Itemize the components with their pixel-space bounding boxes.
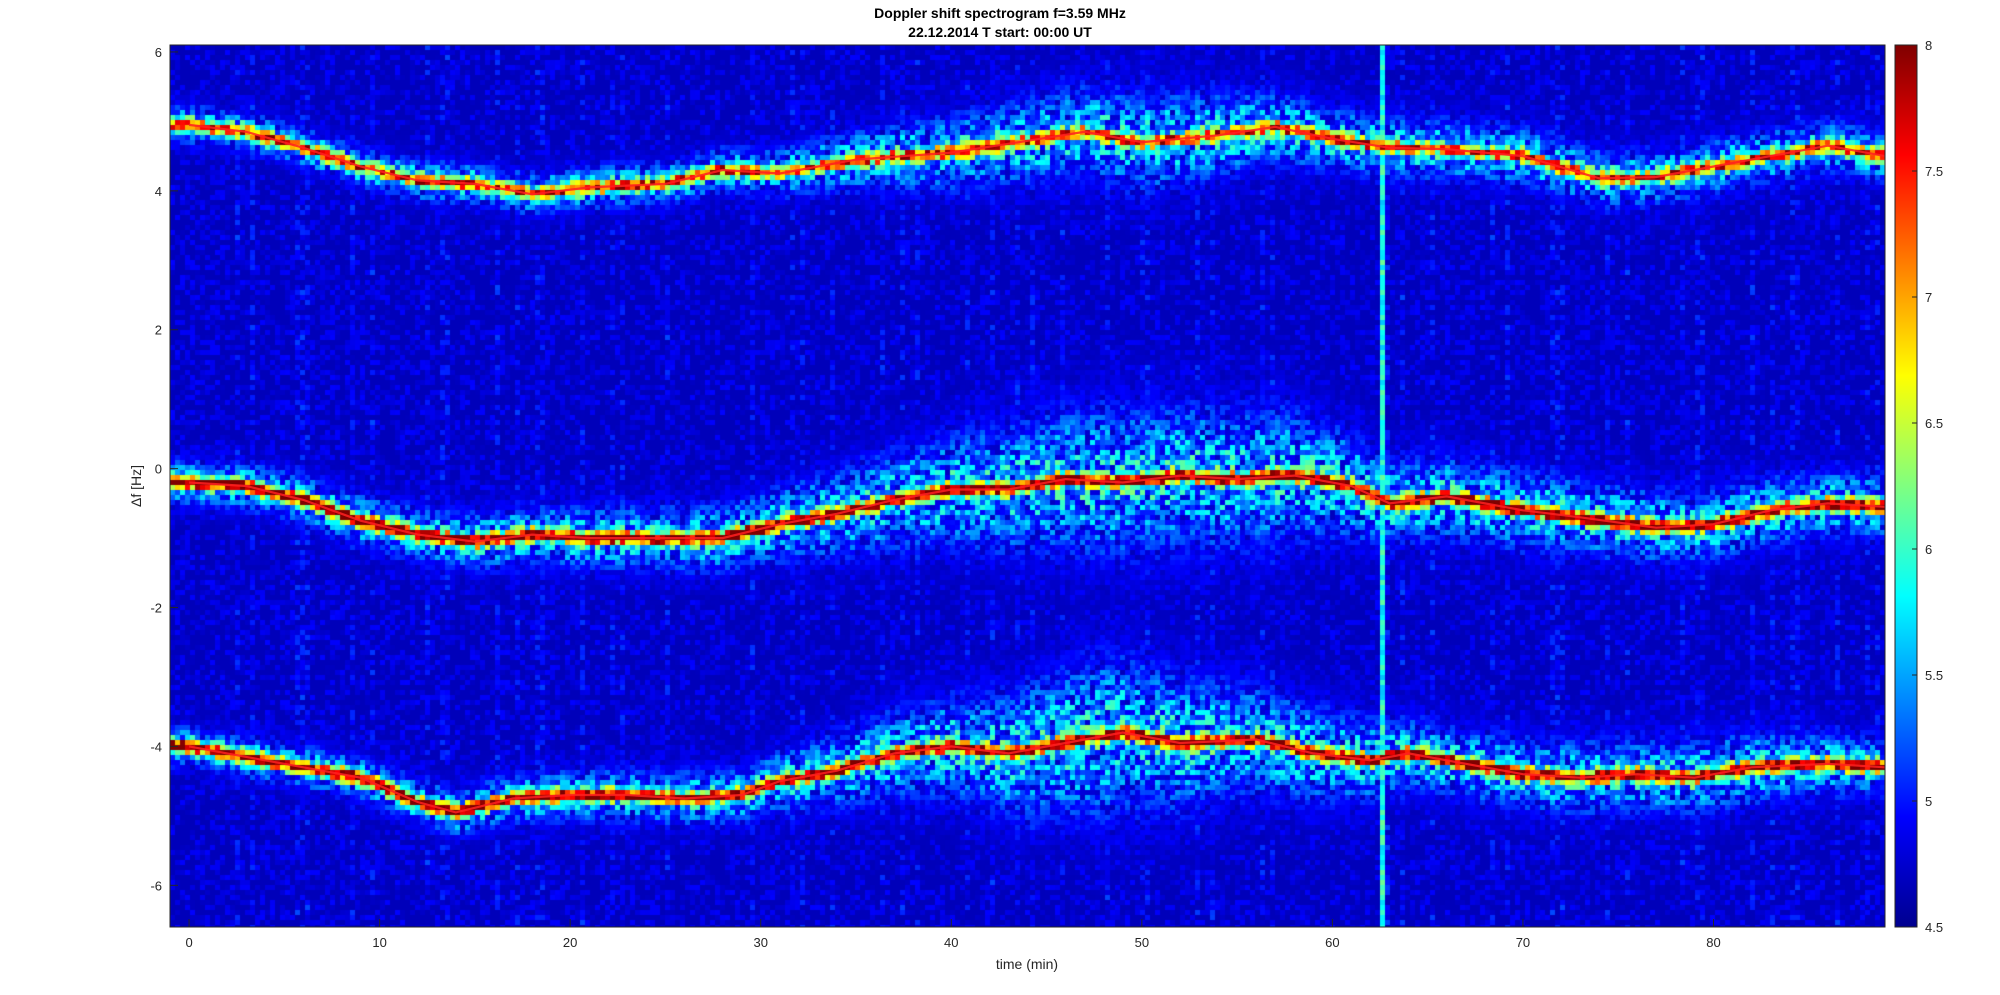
y-tick-label: 4 [155, 184, 162, 199]
chart-subtitle: 22.12.2014 T start: 00:00 UT [908, 24, 1092, 40]
x-tick-label: 30 [753, 935, 767, 950]
y-tick-label: -2 [150, 601, 162, 616]
colorbar-tick-label: 6 [1925, 542, 1932, 557]
y-axis: 6 4 2 0 -2 -4 -6 [150, 45, 178, 893]
x-tick-label: 80 [1706, 935, 1720, 950]
trace-line-3 [188, 731, 1886, 814]
colorbar [1894, 44, 1918, 928]
colorbar-tick-label: 5.5 [1925, 668, 1943, 683]
trace-line-2 [189, 474, 1886, 543]
y-axis-label: Δf [Hz] [128, 465, 144, 507]
x-tick-label: 60 [1325, 935, 1339, 950]
y-tick-label: 0 [155, 462, 162, 477]
colorbar-tick-label: 7.5 [1925, 164, 1943, 179]
colorbar-tick-label: 7 [1925, 290, 1932, 305]
x-tick-label: 10 [372, 935, 386, 950]
colorbar-ticks: 8 7.5 7 6.5 6 5.5 5 4.5 [1912, 38, 1943, 935]
trace-line-1 [188, 123, 1886, 196]
x-tick-label: 50 [1135, 935, 1149, 950]
x-axis: 0 10 20 30 40 50 60 70 80 [185, 919, 1721, 950]
x-axis-label: time (min) [996, 956, 1058, 972]
x-tick-label: 20 [563, 935, 577, 950]
x-tick-label: 70 [1516, 935, 1530, 950]
y-tick-label: -6 [150, 878, 162, 893]
x-tick-label: 40 [944, 935, 958, 950]
colorbar-tick-label: 6.5 [1925, 416, 1943, 431]
x-tick-label: 0 [185, 935, 192, 950]
y-tick-label: -4 [150, 739, 162, 754]
colorbar-tick-label: 5 [1925, 794, 1932, 809]
y-tick-label: 6 [155, 45, 162, 60]
colorbar-tick-label: 4.5 [1925, 920, 1943, 935]
colorbar-tick-label: 8 [1925, 38, 1932, 53]
plot-frame [169, 44, 1886, 928]
chart-title: Doppler shift spectrogram f=3.59 MHz [874, 5, 1126, 21]
y-tick-label: 2 [155, 323, 162, 338]
heatmap-area [170, 45, 1886, 927]
